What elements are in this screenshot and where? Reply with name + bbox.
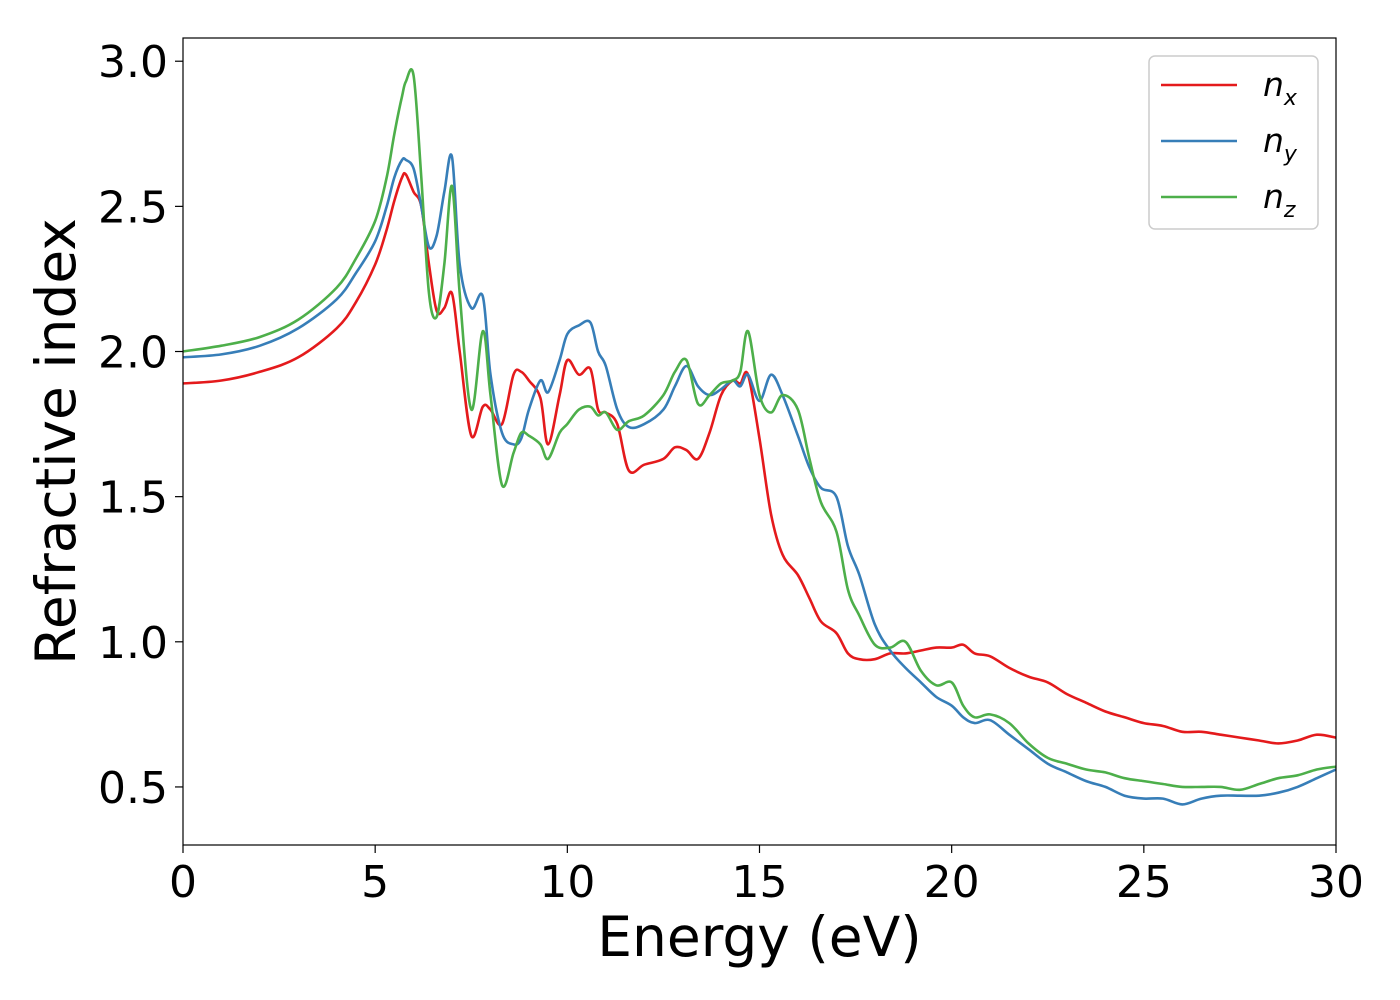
y-axis-label: Refractive index: [24, 218, 88, 665]
series-line-y: [182, 153, 1337, 806]
y-axis-ticks: 0.5 1.0 1.5 2.0 2.5 3.0: [98, 37, 183, 814]
x-tick-label: 15: [732, 857, 788, 908]
x-tick-label: 30: [1308, 857, 1364, 908]
y-tick-label: 3.0: [98, 37, 168, 88]
x-tick-label: 20: [924, 857, 980, 908]
y-tick-label: 2.5: [98, 182, 168, 233]
x-tick-label: 0: [169, 857, 197, 908]
x-tick-label: 25: [1116, 857, 1172, 908]
x-axis-ticks: 0 5 10 15 20 25 30: [169, 845, 1364, 908]
y-tick-label: 0.5: [98, 763, 168, 814]
y-tick-label: 1.0: [98, 618, 168, 669]
x-tick-label: 5: [361, 857, 389, 908]
x-axis-label: Energy (eV): [597, 905, 921, 969]
series-line-z: [182, 68, 1337, 792]
y-tick-label: 2.0: [98, 328, 168, 379]
x-tick-label: 10: [539, 857, 595, 908]
y-tick-label: 1.5: [98, 473, 168, 524]
series-layer: [182, 68, 1337, 806]
legend-box: [1148, 55, 1319, 230]
series-line-x: [182, 171, 1337, 745]
